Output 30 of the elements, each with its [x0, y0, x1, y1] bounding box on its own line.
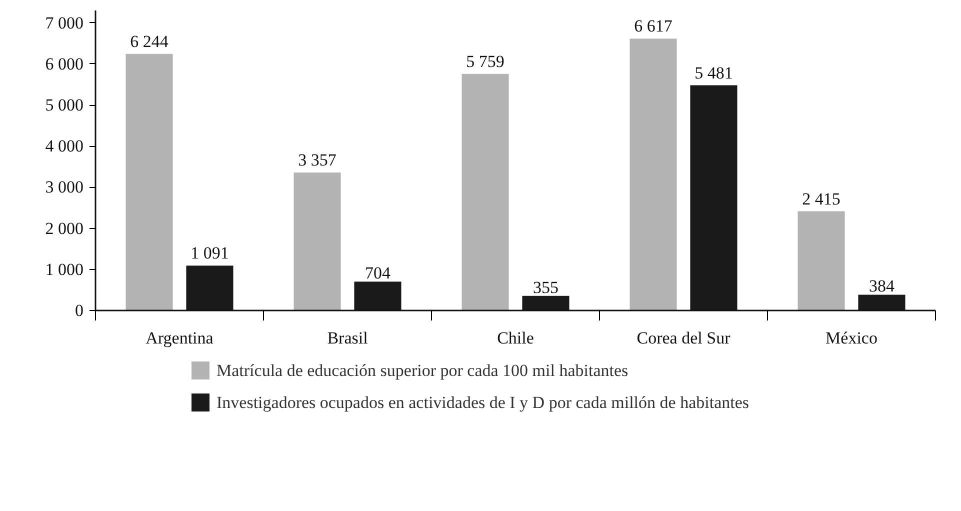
- y-tick-label: 7 000: [45, 13, 84, 32]
- data-label: 2 415: [802, 189, 840, 208]
- x-tick-label: Chile: [497, 328, 534, 348]
- data-label: 3 357: [298, 150, 337, 170]
- data-label: 6 617: [634, 16, 673, 36]
- legend-label: Investigadores ocupados en actividades de I y D por cada millón de habitantes: [216, 393, 749, 412]
- data-label: 5 481: [694, 63, 733, 82]
- x-tick-label: México: [826, 328, 878, 348]
- data-label: 1 091: [190, 244, 229, 263]
- data-label: 6 244: [130, 32, 169, 51]
- bar: [798, 211, 845, 310]
- y-tick-label: 2 000: [45, 218, 84, 238]
- y-tick-label: 5 000: [45, 96, 84, 115]
- y-tick-label: 6 000: [45, 54, 84, 74]
- bar: [462, 74, 509, 310]
- y-tick-label: 3 000: [45, 178, 84, 197]
- bar: [126, 54, 173, 310]
- bar: [630, 38, 677, 310]
- x-tick-label: Argentina: [146, 328, 214, 348]
- data-label: 5 759: [466, 52, 504, 71]
- y-tick-label: 4 000: [45, 136, 84, 156]
- bar: [294, 172, 341, 310]
- y-tick-label: 0: [75, 301, 84, 320]
- data-label: 355: [532, 278, 558, 297]
- legend-label: Matrícula de educación superior por cada 100 mil habitantes: [216, 361, 628, 380]
- data-label: 704: [364, 264, 391, 283]
- y-tick-label: 1 000: [45, 260, 84, 279]
- data-label: 384: [868, 276, 895, 296]
- x-tick-label: Brasil: [327, 328, 368, 348]
- x-tick-label: Corea del Sur: [636, 328, 731, 348]
